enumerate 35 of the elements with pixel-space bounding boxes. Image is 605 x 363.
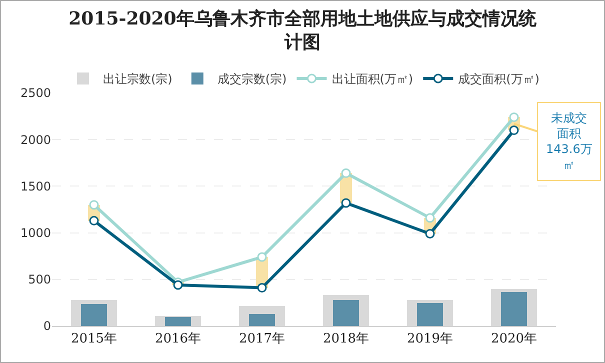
legend-label: 成交宗数(宗) — [217, 72, 287, 86]
point — [173, 280, 183, 290]
point — [257, 283, 267, 293]
x-tick-label: 2015年 — [70, 332, 118, 347]
point — [89, 216, 99, 226]
point — [509, 126, 519, 136]
point — [89, 200, 99, 210]
bar — [501, 292, 527, 326]
x-tick-label: 2020年 — [490, 332, 538, 347]
bar — [165, 317, 191, 326]
legend-label: 出让面积(万㎡) — [332, 72, 414, 86]
bar — [417, 303, 443, 326]
y-tick-label: 1500 — [20, 179, 51, 194]
x-tick-label: 2018年 — [322, 332, 370, 347]
y-tick-label: 0 — [43, 319, 51, 334]
x-tick-label: 2017年 — [238, 332, 286, 347]
point — [341, 168, 351, 178]
legend-label: 成交面积(万㎡) — [458, 72, 540, 86]
y-tick-label: 2500 — [20, 86, 51, 100]
point — [425, 213, 435, 223]
bar — [249, 314, 275, 326]
x-tick-label: 2019年 — [406, 332, 454, 347]
y-tick-label: 1000 — [20, 226, 51, 240]
bar — [81, 304, 107, 326]
chart-title: 2015-2020年乌鲁木齐市全部用地土地供应与成交情况统计图 — [68, 8, 538, 53]
y-tick-label: 500 — [28, 272, 51, 287]
y-tick-label: 2000 — [20, 132, 51, 147]
point — [425, 228, 435, 238]
point — [509, 112, 519, 122]
point — [257, 252, 267, 262]
bar — [333, 300, 359, 326]
legend-label: 出让宗数(宗) — [103, 72, 172, 86]
point — [341, 198, 351, 208]
x-tick-label: 2016年 — [154, 332, 202, 347]
annotation: 未成交面积143.6万㎡ — [546, 111, 592, 172]
